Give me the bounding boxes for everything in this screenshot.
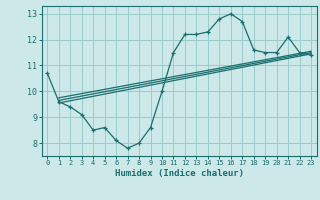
- X-axis label: Humidex (Indice chaleur): Humidex (Indice chaleur): [115, 169, 244, 178]
